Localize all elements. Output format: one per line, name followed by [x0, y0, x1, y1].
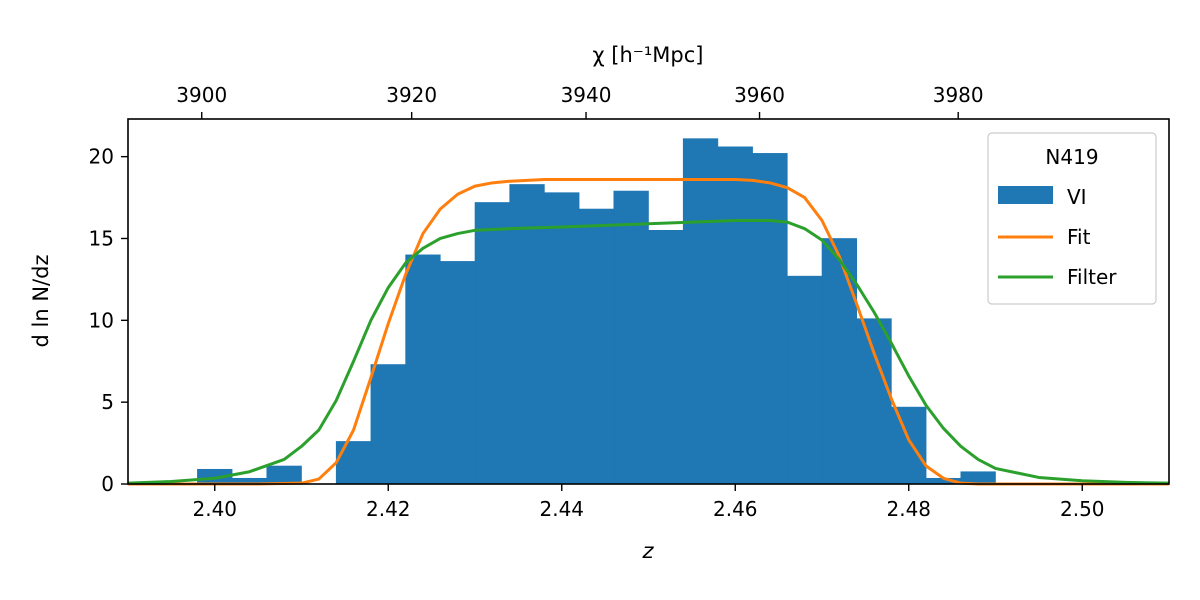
x-tick-label: 2.44	[539, 497, 584, 521]
x-tick-label: 2.50	[1060, 497, 1105, 521]
top-x-tick-label: 3960	[734, 83, 785, 107]
histogram-bar-2	[266, 465, 302, 485]
legend-box	[987, 132, 1157, 305]
y-tick-label: 10	[89, 308, 114, 332]
histogram-bar-10	[544, 192, 580, 485]
y-axis-label: d ln N/dz	[29, 255, 53, 348]
filter-curve	[127, 218, 1170, 485]
histogram-bar-16	[752, 153, 788, 485]
x-tick-label: 2.46	[713, 497, 758, 521]
plot-frame	[127, 118, 1170, 485]
legend-label-filter: Filter	[1067, 265, 1117, 289]
legend-swatch-vi	[998, 186, 1053, 204]
histogram-bar-11	[578, 208, 615, 485]
legend-label-fit: Fit	[1067, 225, 1091, 249]
top-x-tick-label: 3940	[561, 83, 612, 107]
y-tick-label: 5	[101, 390, 114, 414]
top-x-axis: 3900 3920 3940 3960 3980	[176, 83, 984, 119]
x-tick-label: 2.40	[192, 497, 237, 521]
x-axis-label: z	[641, 539, 654, 563]
histogram-bar-15	[717, 146, 753, 485]
histogram-bar-17	[786, 275, 823, 485]
x-tick-label: 2.42	[366, 497, 411, 521]
model-curves	[127, 178, 1170, 486]
histogram-bar-12	[613, 190, 649, 485]
histogram-bar-18	[821, 238, 858, 485]
top-x-tick-label: 3920	[386, 83, 437, 107]
histogram-bar-19	[856, 318, 892, 485]
top-axis-label: χ [h⁻¹Mpc]	[593, 43, 704, 67]
y-tick-label: 15	[89, 226, 114, 250]
histogram-bar-20	[891, 406, 927, 485]
y-tick-label: 0	[101, 472, 114, 496]
histogram-bar-13	[648, 230, 684, 485]
histogram-bar-14	[682, 138, 719, 485]
x-axis: 2.40 2.42 2.44 2.46 2.48 2.50	[192, 484, 1105, 521]
top-x-tick-label: 3900	[176, 83, 227, 107]
histogram-bar-4	[335, 441, 372, 485]
legend-title: N419	[1045, 145, 1098, 169]
y-tick-label: 20	[89, 145, 114, 169]
y-axis: 0 5 10 15 20	[89, 145, 128, 496]
histogram-bar-5	[370, 364, 406, 485]
histogram-bar-9	[509, 184, 545, 485]
histogram-bar-7	[439, 261, 476, 485]
histogram-bars	[197, 138, 996, 485]
top-x-tick-label: 3980	[933, 83, 984, 107]
histogram-bar-6	[405, 254, 441, 485]
legend-label-vi: VI	[1067, 185, 1087, 209]
legend: N419 VI Fit Filter	[987, 132, 1157, 305]
histogram-bar-8	[474, 202, 511, 485]
fit-curve	[128, 178, 1169, 486]
x-tick-label: 2.48	[886, 497, 931, 521]
